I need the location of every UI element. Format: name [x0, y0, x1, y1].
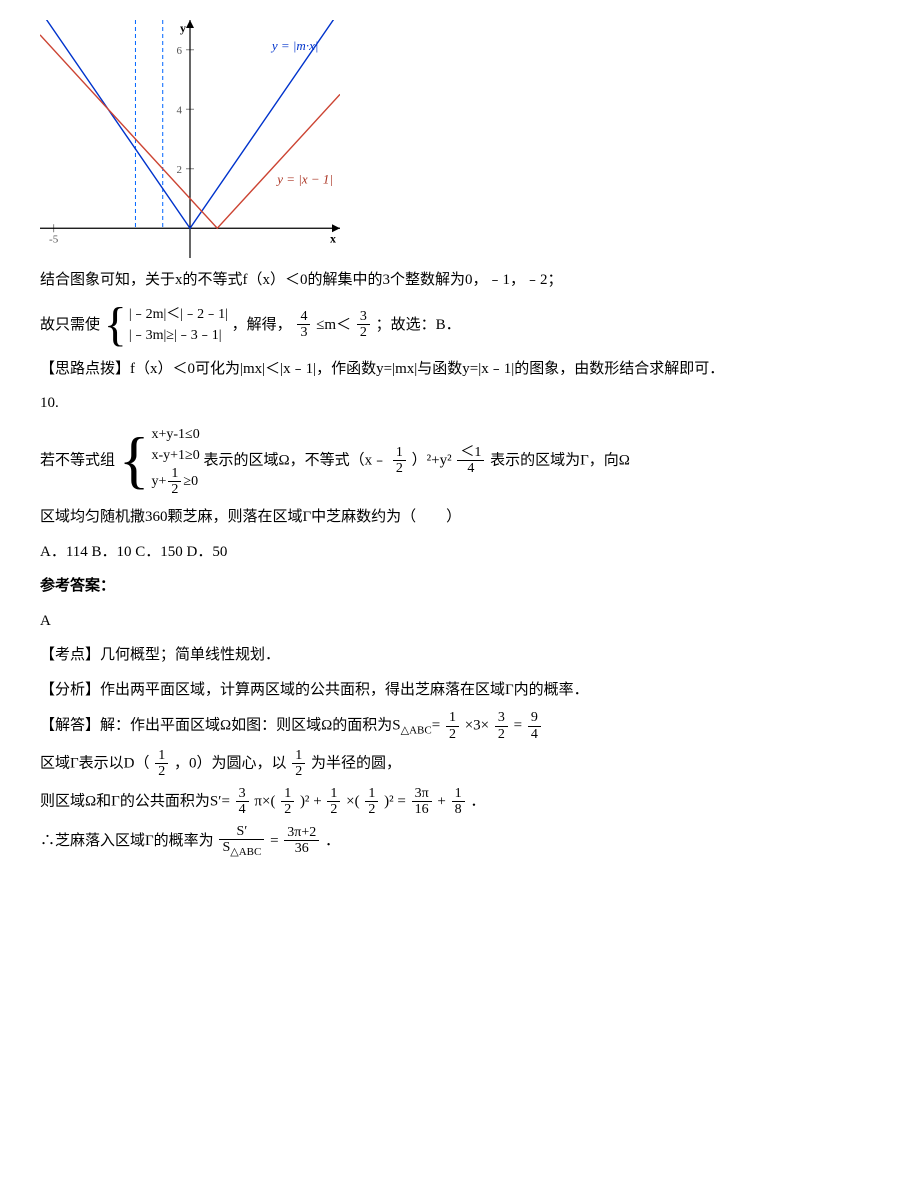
condition-line: 故只需使 { |﹣2m|＜|﹣2﹣1| |﹣3m|≥|﹣3﹣1| ，解得， 4 … [40, 301, 880, 349]
probability-line: ∴芝麻落入区域Γ的概率为 S′ S△ABC = 3π+236 ． [40, 824, 880, 858]
left-brace-icon: { [104, 301, 129, 349]
cond-lead: 故只需使 [40, 316, 100, 332]
frac-4-3: 4 3 [295, 309, 312, 341]
function-graph: 2 4 6 -5 y x y = |m·x| y = |x − 1| [40, 20, 340, 258]
svg-text:y = |m·x|: y = |m·x| [270, 38, 319, 53]
cond-line-2: |﹣3m|≥|﹣3﹣1| [129, 325, 228, 346]
q10-body-line1: 若不等式组 { x+y-1≤0 x-y+1≥0 y+12≥0 表示的区域Ω，不等… [40, 424, 880, 498]
sprime-line: 则区域Ω和Γ的公共面积为S′= 34 π×( 12 )² + 12 ×( 12 … [40, 786, 880, 818]
gamma-circle: 区域Γ表示以D（ 12 ，0）为圆心，以 12 为半径的圆， [40, 748, 880, 780]
q10-lead: 若不等式组 [40, 452, 115, 468]
answer-letter: A [40, 607, 880, 636]
frac-sprime-sabc: S′ S△ABC [217, 824, 266, 858]
q10-mid3: 表示的区域为Γ，向Ω [490, 452, 630, 468]
sub-abc-1: △ABC [401, 725, 432, 737]
cond-line-1: |﹣2m|＜|﹣2﹣1| [129, 304, 228, 325]
conclusion-text: 结合图象可知，关于x的不等式f（x）＜0的解集中的3个整数解为0，﹣1，﹣2； [40, 266, 880, 295]
q10-options: A．114 B．10 C．150 D．50 [40, 538, 880, 567]
solution-area: 【解答】解：作出平面区域Ω如图：则区域Ω的面积为S△ABC= 12 ×3× 32… [40, 710, 880, 742]
kaodian: 【考点】几何概型；简单线性规划． [40, 641, 880, 670]
q10-mid2: ）²+y² [412, 452, 452, 468]
hint-text: 【思路点拨】f（x）＜0可化为|mx|＜|x﹣1|，作函数y=|mx|与函数y=… [40, 355, 880, 384]
cond-brace: { |﹣2m|＜|﹣2﹣1| |﹣3m|≥|﹣3﹣1| [104, 301, 228, 349]
svg-text:y: y [180, 21, 186, 35]
answer-label: 参考答案： [40, 572, 880, 601]
frac-half-1: 12 [391, 445, 408, 477]
sol-lead: 【解答】解：作出平面区域Ω如图：则区域Ω的面积为S [40, 718, 401, 734]
svg-text:6: 6 [177, 45, 183, 57]
frac-lt-quarter: ＜14 [455, 445, 486, 477]
q10-body-line2: 区域均匀随机撒360颗芝麻，则落在区域Γ中芝麻数约为（ ） [40, 503, 880, 532]
cond-tail: ；故选：B． [376, 316, 461, 332]
sys-line-2: x-y+1≥0 [151, 445, 199, 466]
q10-number: 10. [40, 389, 880, 418]
cond-between: ≤m＜ [316, 316, 351, 332]
svg-text:4: 4 [177, 104, 183, 116]
cond-mid: ，解得， [232, 316, 292, 332]
svg-text:-5: -5 [49, 233, 59, 245]
svg-text:x: x [330, 231, 336, 245]
sys-line-3: y+12≥0 [151, 466, 199, 498]
svg-text:2: 2 [177, 164, 183, 176]
svg-text:y = |x − 1|: y = |x − 1| [275, 172, 333, 187]
left-brace-icon: { [119, 424, 152, 498]
sys-line-1: x+y-1≤0 [151, 424, 199, 445]
fenxi: 【分析】作出两平面区域，计算两区域的公共面积，得出芝麻落在区域Γ内的概率． [40, 676, 880, 705]
frac-3-2: 3 2 [355, 309, 372, 341]
q10-system: { x+y-1≤0 x-y+1≥0 y+12≥0 [119, 424, 200, 498]
q10-mid1: 表示的区域Ω，不等式（x﹣ [203, 452, 387, 468]
